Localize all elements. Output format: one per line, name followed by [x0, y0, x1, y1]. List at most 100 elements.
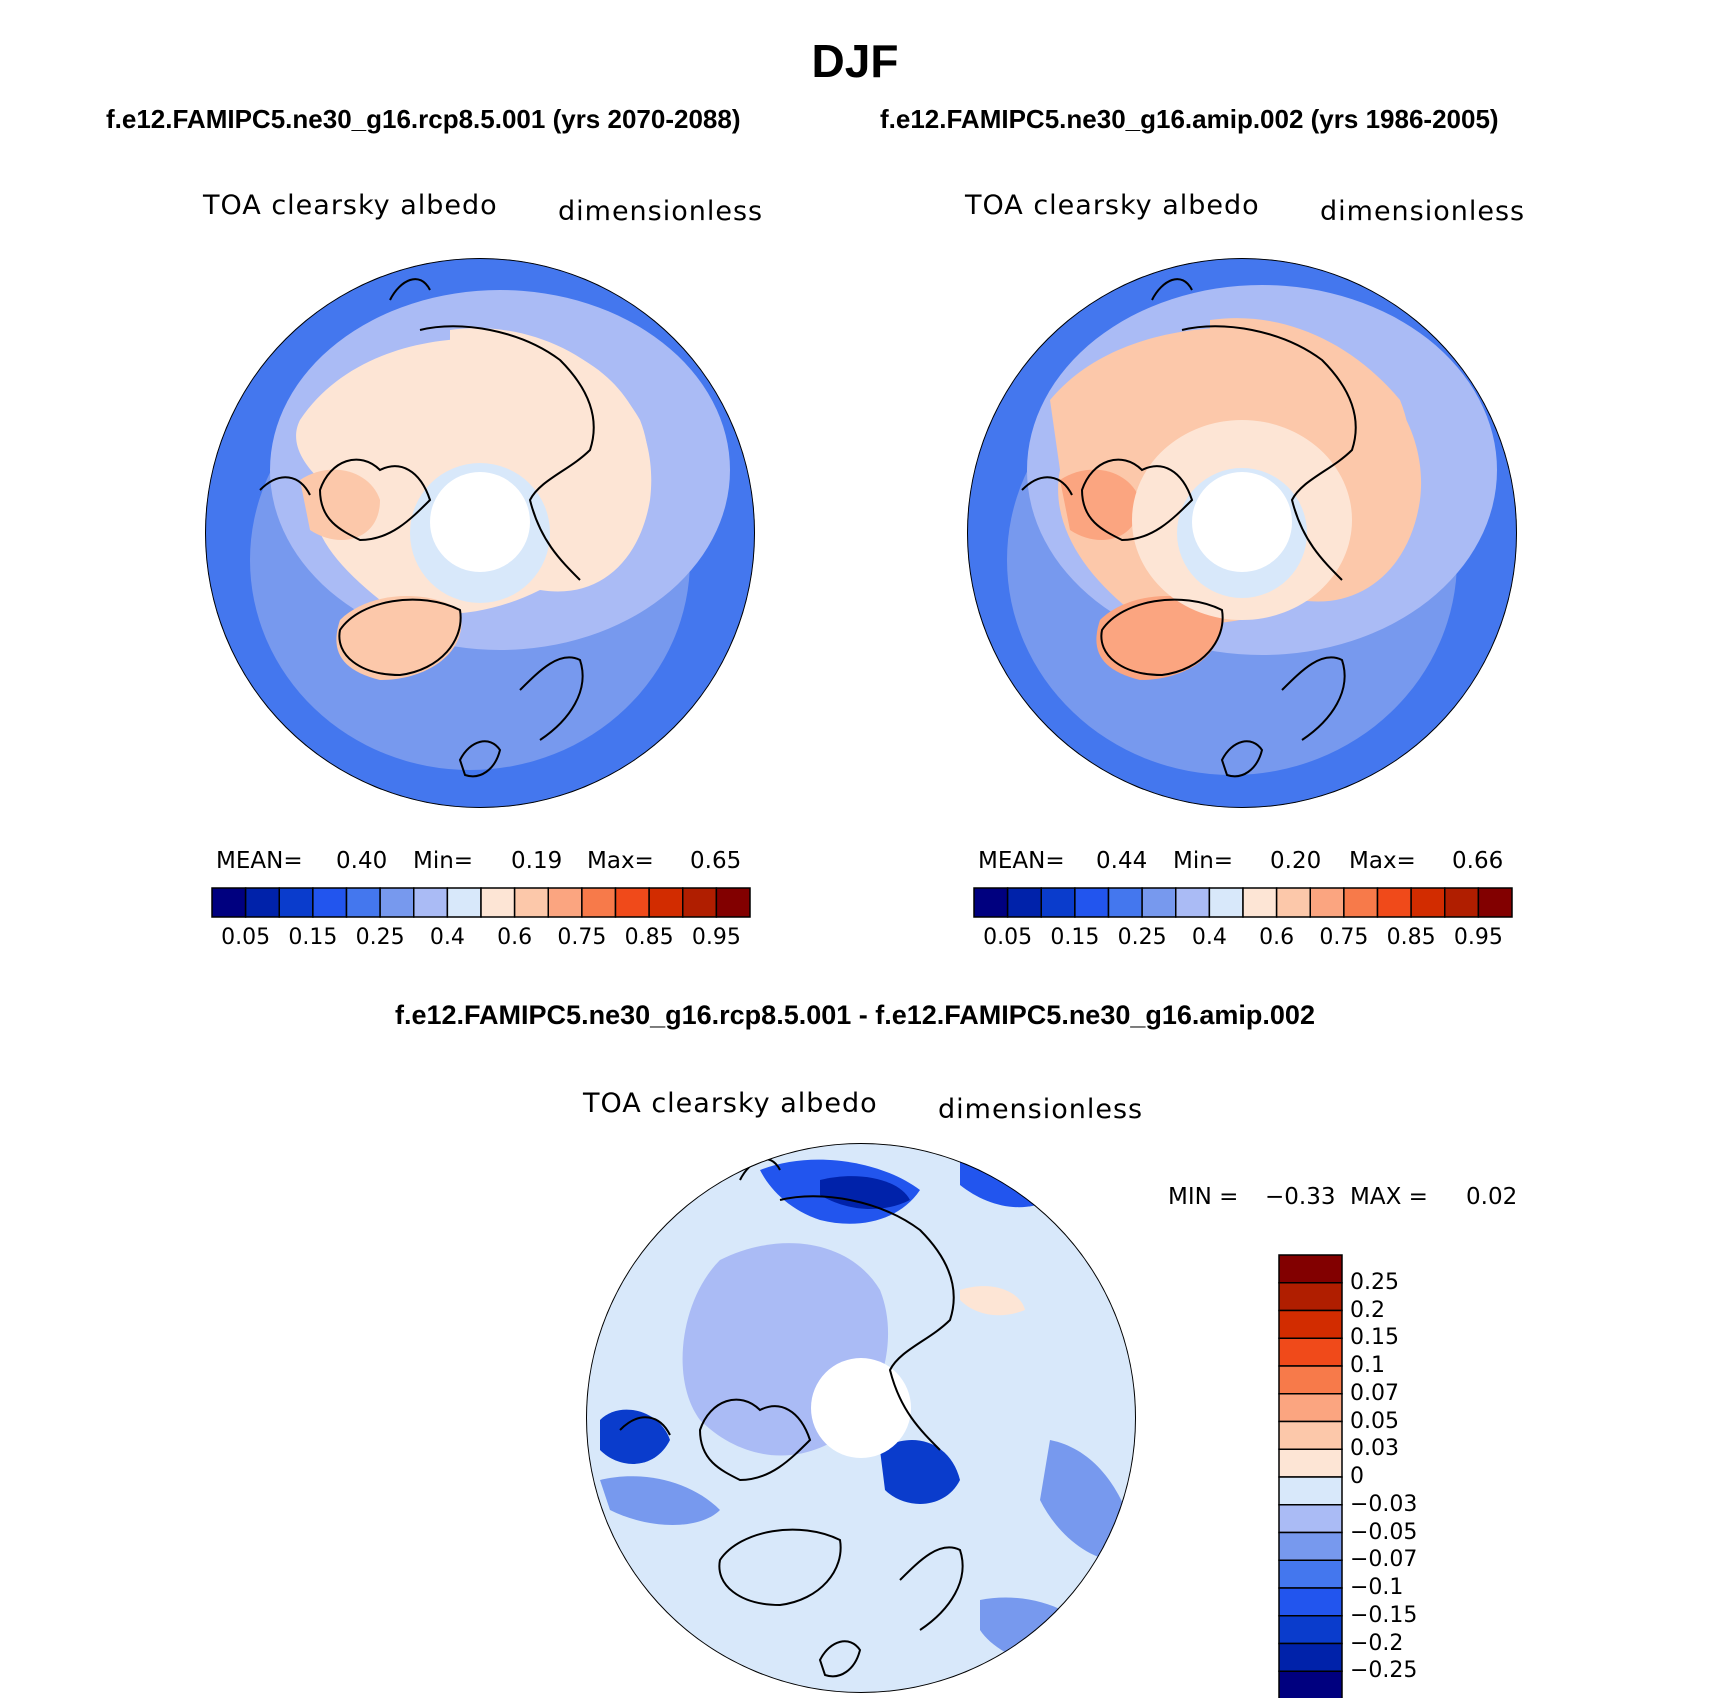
- colorbar-diff-swatch-4: [1278, 1365, 1343, 1395]
- panel2-variable-label: TOA clearsky albedo: [965, 190, 1260, 221]
- panel1-map: [205, 258, 755, 808]
- colorbar-panel2-swatch-1: [1006, 887, 1042, 918]
- diff-min-label: MIN =: [1168, 1184, 1239, 1210]
- colorbar-panel1-swatch-3: [312, 887, 348, 918]
- colorbar-panel2-swatch-12: [1376, 887, 1412, 918]
- diff-min-value: −0.33: [1265, 1184, 1336, 1210]
- panel2-mean-value: 0.44: [1096, 848, 1148, 874]
- colorbar-diff-swatch-15: [1278, 1670, 1343, 1698]
- diff-variable-label: TOA clearsky albedo: [583, 1088, 878, 1119]
- colorbar-diff-tick-label: −0.03: [1350, 1491, 1418, 1517]
- colorbar-panel2-tick-label: 0.85: [1386, 925, 1436, 950]
- colorbar-diff-swatch-9: [1278, 1504, 1343, 1534]
- colorbar-diff-tick-label: −0.15: [1350, 1602, 1418, 1628]
- colorbar-panel1-swatch-13: [648, 887, 684, 918]
- case1-title: f.e12.FAMIPC5.ne30_g16.rcp8.5.001 (yrs 2…: [106, 104, 741, 134]
- colorbar-panel1-tick-label: 0.75: [557, 925, 607, 950]
- diff-units-label: dimensionless: [938, 1094, 1144, 1125]
- diff-max-value: 0.02: [1466, 1184, 1518, 1210]
- colorbar-panel1-tick-label: 0.85: [624, 925, 674, 950]
- colorbar-diff-swatch-1: [1278, 1282, 1343, 1312]
- panel2-min-label: Min=: [1173, 848, 1234, 874]
- colorbar-panel1-tick-label: 0.25: [355, 925, 405, 950]
- panel1-max-label: Max=: [587, 848, 654, 874]
- colorbar-panel1-swatch-4: [345, 887, 381, 918]
- colorbar-diff-swatch-5: [1278, 1393, 1343, 1423]
- colorbar-panel1-swatch-11: [581, 887, 617, 918]
- colorbar-panel1-swatch-5: [379, 887, 415, 918]
- colorbar-panel2-tick-label: 0.05: [983, 925, 1033, 950]
- colorbar-panel2-swatch-6: [1175, 887, 1211, 918]
- diff-title: f.e12.FAMIPC5.ne30_g16.rcp8.5.001 - f.e1…: [395, 1000, 1315, 1030]
- colorbar-diff-tick-label: 0.07: [1350, 1380, 1399, 1406]
- panel2-map: [967, 258, 1517, 808]
- case2-title: f.e12.FAMIPC5.ne30_g16.amip.002 (yrs 198…: [880, 104, 1499, 134]
- panel2-max-label: Max=: [1349, 848, 1416, 874]
- colorbar-diff-swatch-12: [1278, 1587, 1343, 1617]
- panel1-variable-label: TOA clearsky albedo: [203, 190, 498, 221]
- colorbar-panel2-tick-label: 0.4: [1191, 925, 1227, 950]
- colorbar-panel1-tick-label: 0.4: [429, 925, 465, 950]
- colorbar-diff-swatch-3: [1278, 1337, 1343, 1367]
- colorbar-panel2-swatch-8: [1242, 887, 1278, 918]
- panel2-units-label: dimensionless: [1320, 196, 1526, 227]
- colorbar-diff-swatch-7: [1278, 1448, 1343, 1478]
- colorbar-panel2-tick-label: 0.25: [1117, 925, 1167, 950]
- colorbar-diff-tick-label: 0.1: [1350, 1353, 1385, 1378]
- colorbar-panel1-swatch-7: [446, 887, 482, 918]
- colorbar-diff-tick-label: 0.25: [1350, 1269, 1399, 1295]
- colorbar-diff-tick-label: −0.05: [1350, 1519, 1418, 1545]
- colorbar-panel2-tick-label: 0.75: [1319, 925, 1369, 950]
- colorbar-diff-swatch-10: [1278, 1531, 1343, 1561]
- colorbar-diff-tick-label: −0.1: [1350, 1575, 1404, 1600]
- colorbar-panel1-swatch-0: [211, 887, 247, 918]
- colorbar-panel2: [973, 887, 1513, 918]
- colorbar-diff-swatch-14: [1278, 1642, 1343, 1672]
- colorbar-diff-swatch-8: [1278, 1476, 1343, 1506]
- colorbar-panel2-swatch-9: [1275, 887, 1311, 918]
- colorbar-diff-tick-label: 0.15: [1350, 1325, 1399, 1351]
- colorbar-panel1-tick-label: 0.95: [691, 925, 741, 950]
- colorbar-panel1-swatch-14: [682, 887, 718, 918]
- colorbar-diff-swatch-2: [1278, 1309, 1343, 1339]
- colorbar-panel2-swatch-10: [1309, 887, 1345, 918]
- colorbar-panel2-swatch-3: [1074, 887, 1110, 918]
- colorbar-diff-swatch-13: [1278, 1615, 1343, 1645]
- diff-max-label: MAX =: [1350, 1184, 1428, 1210]
- colorbar-diff-tick-label: 0: [1350, 1464, 1364, 1489]
- colorbar-diff-tick-label: −0.2: [1350, 1630, 1404, 1656]
- diff-map: [586, 1143, 1136, 1693]
- colorbar-panel2-swatch-2: [1040, 887, 1076, 918]
- colorbar-panel2-swatch-0: [973, 887, 1009, 918]
- colorbar-panel1-swatch-12: [614, 887, 650, 918]
- panel1-max-value: 0.65: [690, 848, 742, 874]
- panel2-max-value: 0.66: [1452, 848, 1504, 874]
- colorbar-diff-swatch-6: [1278, 1420, 1343, 1450]
- colorbar-panel2-tick-label: 0.6: [1259, 925, 1295, 950]
- colorbar-panel2-tick-label: 0.95: [1453, 925, 1503, 950]
- panel2-min-value: 0.20: [1270, 848, 1322, 874]
- panel1-min-value: 0.19: [511, 848, 563, 874]
- panel1-units-label: dimensionless: [558, 196, 764, 227]
- colorbar-panel1-swatch-8: [480, 887, 516, 918]
- colorbar-panel1-tick-label: 0.6: [497, 925, 533, 950]
- colorbar-diff-tick-label: 0.2: [1350, 1297, 1385, 1323]
- colorbar-diff-tick-label: 0.03: [1350, 1436, 1399, 1462]
- colorbar-panel1-tick-label: 0.15: [288, 925, 338, 950]
- colorbar-diff: [1278, 1254, 1343, 1698]
- colorbar-panel2-swatch-14: [1444, 887, 1480, 918]
- colorbar-panel1-swatch-1: [244, 887, 280, 918]
- colorbar-panel2-swatch-4: [1107, 887, 1143, 918]
- colorbar-panel1-swatch-9: [513, 887, 549, 918]
- colorbar-diff-swatch-0: [1278, 1254, 1343, 1284]
- colorbar-panel1-swatch-2: [278, 887, 314, 918]
- panel2-mean-label: MEAN=: [978, 848, 1065, 874]
- colorbar-panel1: [211, 887, 751, 918]
- colorbar-diff-tick-label: 0.05: [1350, 1408, 1399, 1434]
- colorbar-diff-swatch-11: [1278, 1559, 1343, 1589]
- panel1-mean-label: MEAN=: [216, 848, 303, 874]
- colorbar-panel2-swatch-5: [1141, 887, 1177, 918]
- colorbar-panel1-swatch-6: [413, 887, 449, 918]
- colorbar-panel2-swatch-7: [1208, 887, 1244, 918]
